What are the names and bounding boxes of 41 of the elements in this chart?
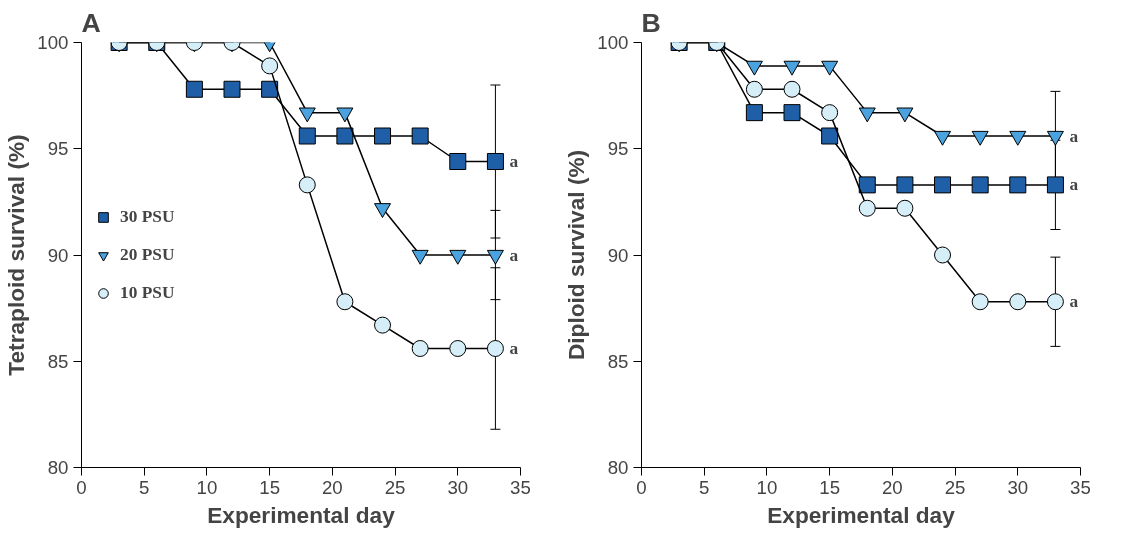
x-tick-label: 10 (756, 476, 778, 498)
annotation: a (1069, 175, 1079, 195)
y-tick-label: 80 (47, 457, 69, 478)
chart-title: A (81, 7, 101, 38)
y-tick-label: 90 (47, 244, 69, 266)
x-tick-label: 5 (139, 476, 150, 498)
x-tick-label: 0 (636, 476, 647, 498)
x-tick-label: 20 (321, 476, 343, 498)
y-tick-label: 85 (47, 350, 69, 372)
y-axis-title: Diploid survival (%) (563, 149, 590, 361)
x-tick-label: 15 (259, 476, 281, 498)
y-tick-label: 85 (607, 350, 629, 372)
y-tick-label: 100 (597, 32, 629, 53)
x-tick-label: 30 (1007, 476, 1029, 498)
x-tick-label: 20 (881, 476, 903, 498)
x-axis-title: Experimental day (767, 501, 956, 528)
y-tick-label: 90 (607, 244, 629, 266)
x-tick-label: 35 (1070, 476, 1091, 498)
y-axis-title: Tetraploid survival (%) (3, 134, 30, 376)
x-tick-label: 15 (819, 476, 841, 498)
annotation: a (509, 245, 519, 265)
chart-title: B (641, 7, 661, 38)
x-tick-label: 35 (510, 476, 531, 498)
legend-label: 20 PSU (120, 244, 175, 265)
x-tick-label: 0 (76, 476, 87, 498)
x-axis-title: Experimental day (207, 501, 396, 528)
annotation: a (509, 339, 519, 358)
y-tick-label: 95 (47, 138, 69, 160)
annotation: a (509, 152, 519, 171)
x-tick-label: 10 (196, 476, 218, 498)
x-tick-label: 25 (384, 476, 406, 498)
annotation: a (1069, 292, 1079, 312)
y-tick-label: 80 (607, 457, 629, 478)
annotation: a (1069, 126, 1079, 146)
legend-label: 10 PSU (120, 282, 175, 303)
x-tick-label: 25 (944, 476, 966, 498)
legend-label: 30 PSU (120, 206, 175, 227)
y-tick-label: 95 (607, 138, 629, 160)
y-tick-label: 100 (37, 32, 69, 53)
x-tick-label: 30 (447, 476, 469, 498)
x-tick-label: 5 (699, 476, 710, 498)
